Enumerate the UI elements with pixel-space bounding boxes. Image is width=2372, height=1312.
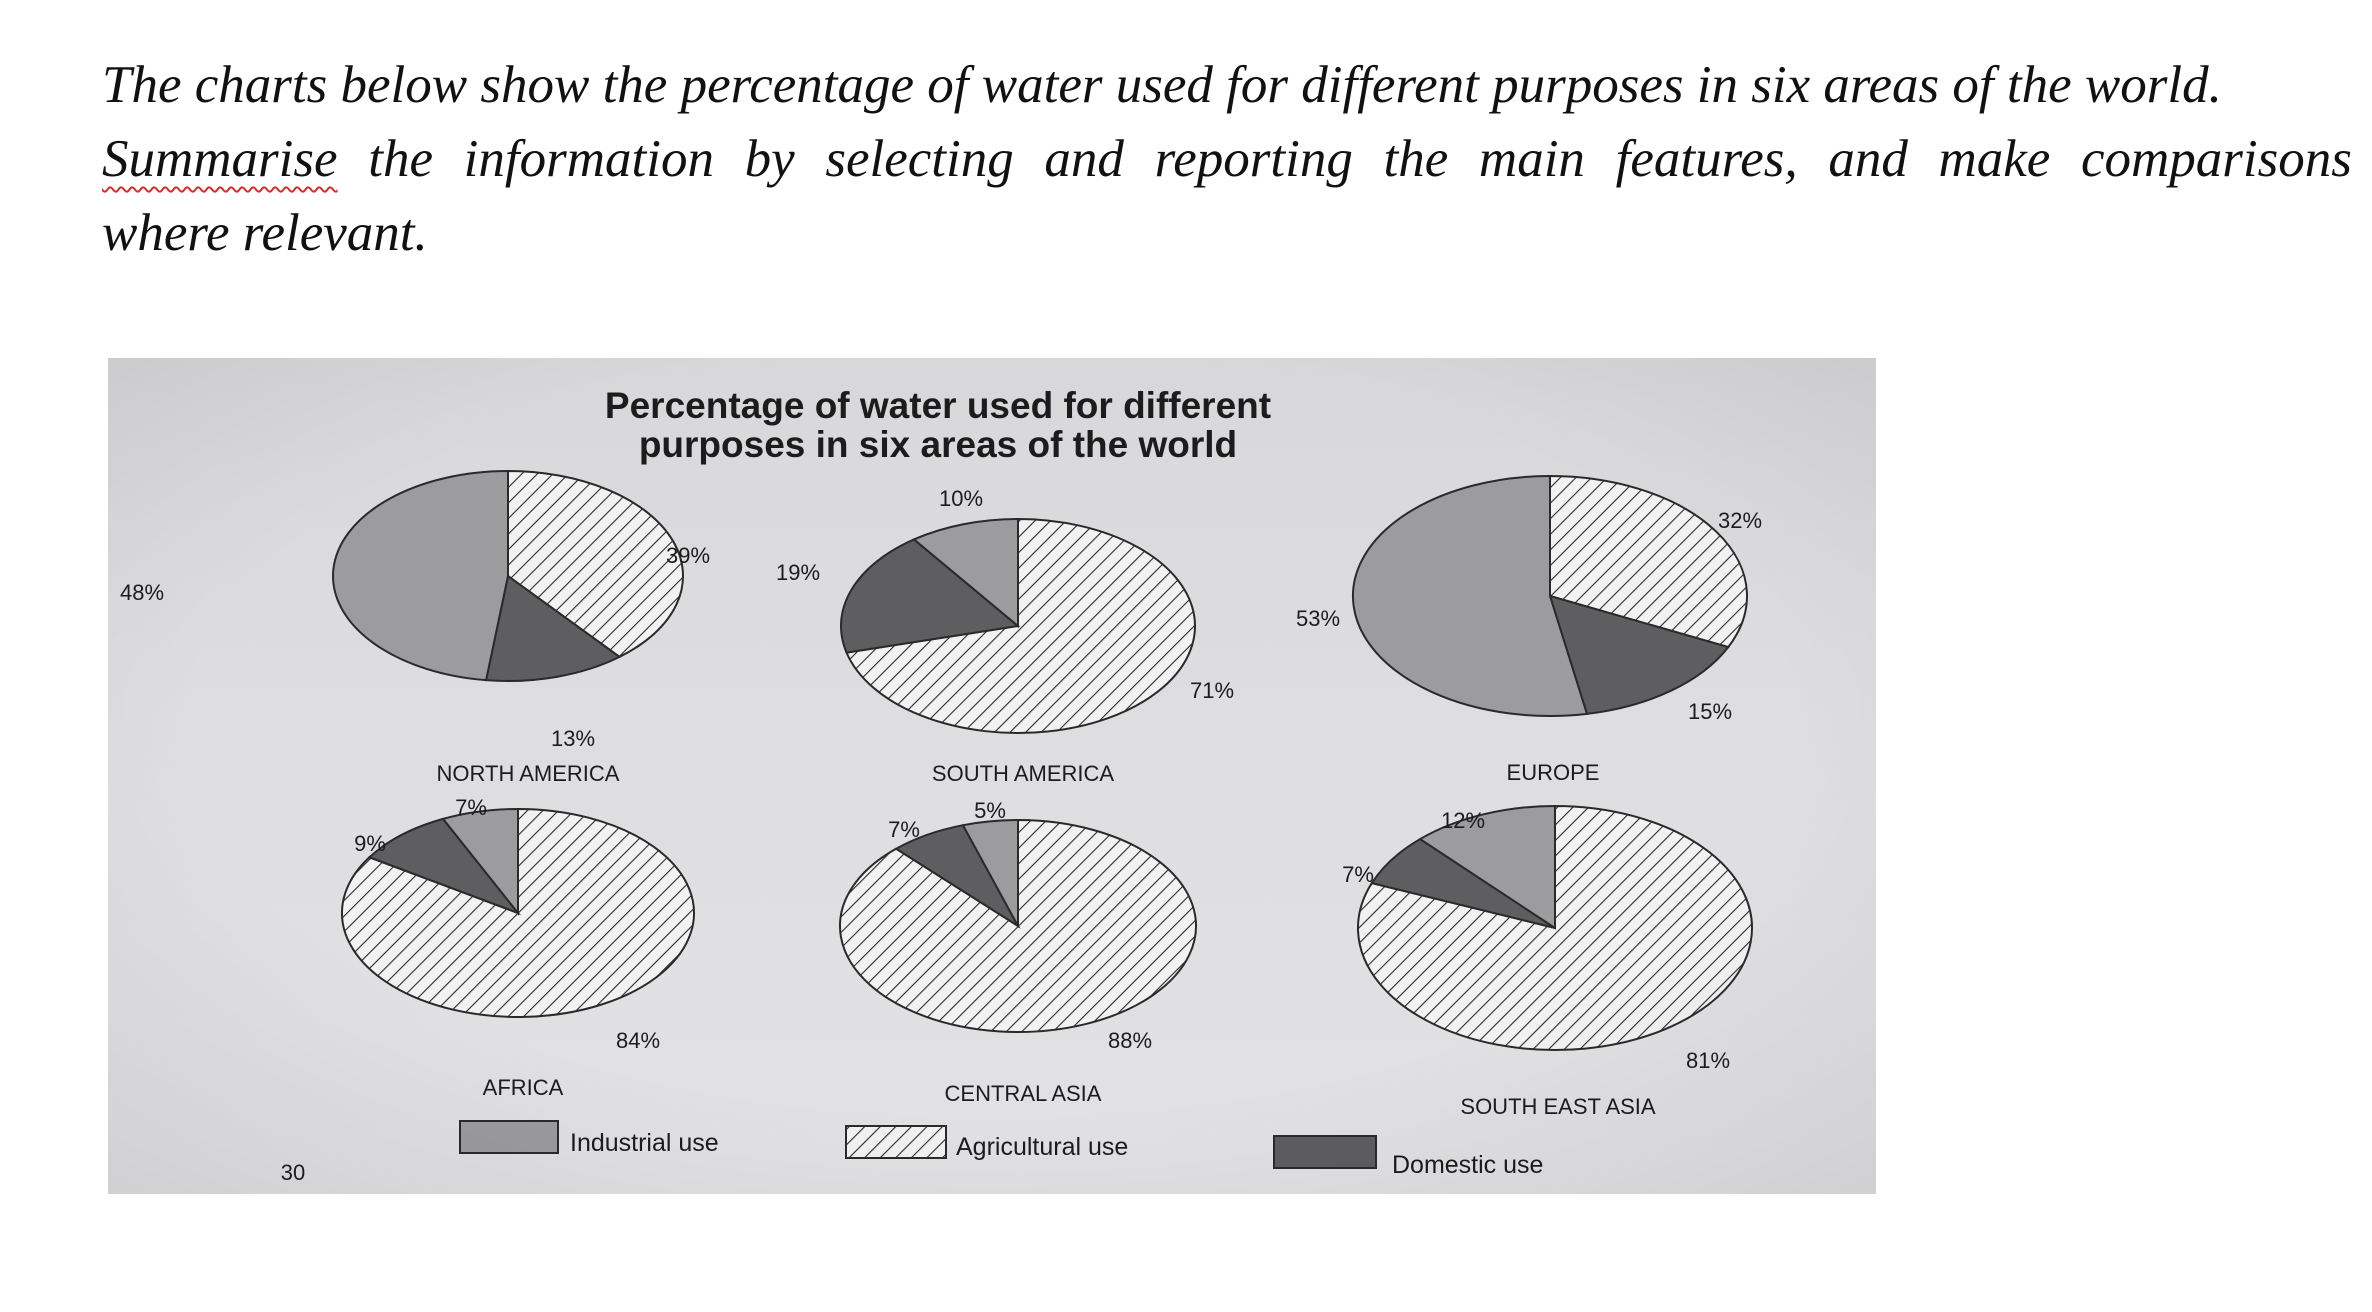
region-label: SOUTH EAST ASIA [1460,1094,1656,1119]
chart-title: Percentage of water used for different [605,385,1271,426]
legend-label: Agricultural use [956,1133,1128,1161]
prompt-line-1: The charts below show the percentage of … [102,56,2222,114]
data-label: 84% [616,1028,660,1053]
legend-item-domestic: Domestic use [1273,1135,1543,1179]
region-label: AFRICA [483,1075,564,1100]
pie-africa: 7% 84% 9% AFRICA [341,795,695,1100]
prompt-word: and [1828,130,1908,188]
data-label: 48% [120,580,164,605]
pie-south-east-asia: 12% 81% 7% SOUTH EAST ASIA [1342,804,1753,1119]
pie-charts: 48% 39% 13% NORTH AMERICA 10% 71% 19% SOUTH AME… [108,358,1876,1194]
prompt-word: the [1383,130,1449,188]
prompt-word: reporting [1154,130,1353,188]
prompt-line-2: Summarise the information by selecting and rep… [102,122,2352,196]
data-label: 32% [1718,508,1762,533]
legend-label: Domestic use [1392,1151,1543,1179]
data-label: 7% [888,817,920,842]
prompt-line-3: where relevant. [102,204,428,262]
pie-south-america: 10% 71% 19% SOUTH AMERICA [776,486,1234,786]
region-label: EUROPE [1507,760,1600,785]
data-label: 81% [1686,1048,1730,1073]
legend-swatch [459,1120,559,1154]
data-label: 19% [776,560,820,585]
prompt-word: Summarise [102,130,338,188]
prompt-word: and [1044,130,1124,188]
region-label: CENTRAL ASIA [945,1081,1102,1106]
legend-label: Industrial use [570,1129,719,1157]
pie-europe: 53% 32% 15% EUROPE [1296,474,1762,785]
legend-item-agricultural: Agricultural use [845,1125,1128,1161]
data-label: 7% [455,795,487,820]
data-label: 5% [974,798,1006,823]
data-label: 7% [1342,862,1374,887]
prompt-word: main [1478,130,1585,188]
data-label: 13% [551,726,595,751]
prompt-word: selecting [825,130,1014,188]
task-prompt: The charts below show the percentage of … [102,48,2352,270]
data-label: 10% [939,486,983,511]
data-label: 12% [1441,808,1485,833]
prompt-word: make [1938,130,2051,188]
data-label: 39% [666,543,710,568]
prompt-word: information [463,130,714,188]
region-label: SOUTH AMERICA [932,761,1114,786]
page-number: 30 [281,1160,305,1185]
legend-swatch [1273,1135,1377,1169]
data-label: 88% [1108,1028,1152,1053]
prompt-word: by [744,130,795,188]
pie-slice-industrial [332,469,509,682]
legend-swatch [845,1125,947,1159]
pie-central-asia: 5% 88% 7% CENTRAL ASIA [839,798,1197,1106]
data-label: 9% [354,831,386,856]
prompt-word: the [368,130,433,188]
prompt-word: comparisons [2080,130,2352,188]
pie-north-america: 48% 39% 13% NORTH AMERICA [120,469,710,786]
legend-item-industrial: Industrial use [459,1120,719,1157]
chart-title: purposes in six areas of the world [639,424,1237,465]
data-label: 53% [1296,606,1340,631]
prompt-word: features, [1615,130,1798,188]
data-label: 71% [1190,678,1234,703]
region-label: NORTH AMERICA [437,761,620,786]
textbook-photo: 48% 39% 13% NORTH AMERICA 10% 71% 19% SOUTH AME… [108,358,1876,1194]
data-label: 15% [1688,699,1732,724]
